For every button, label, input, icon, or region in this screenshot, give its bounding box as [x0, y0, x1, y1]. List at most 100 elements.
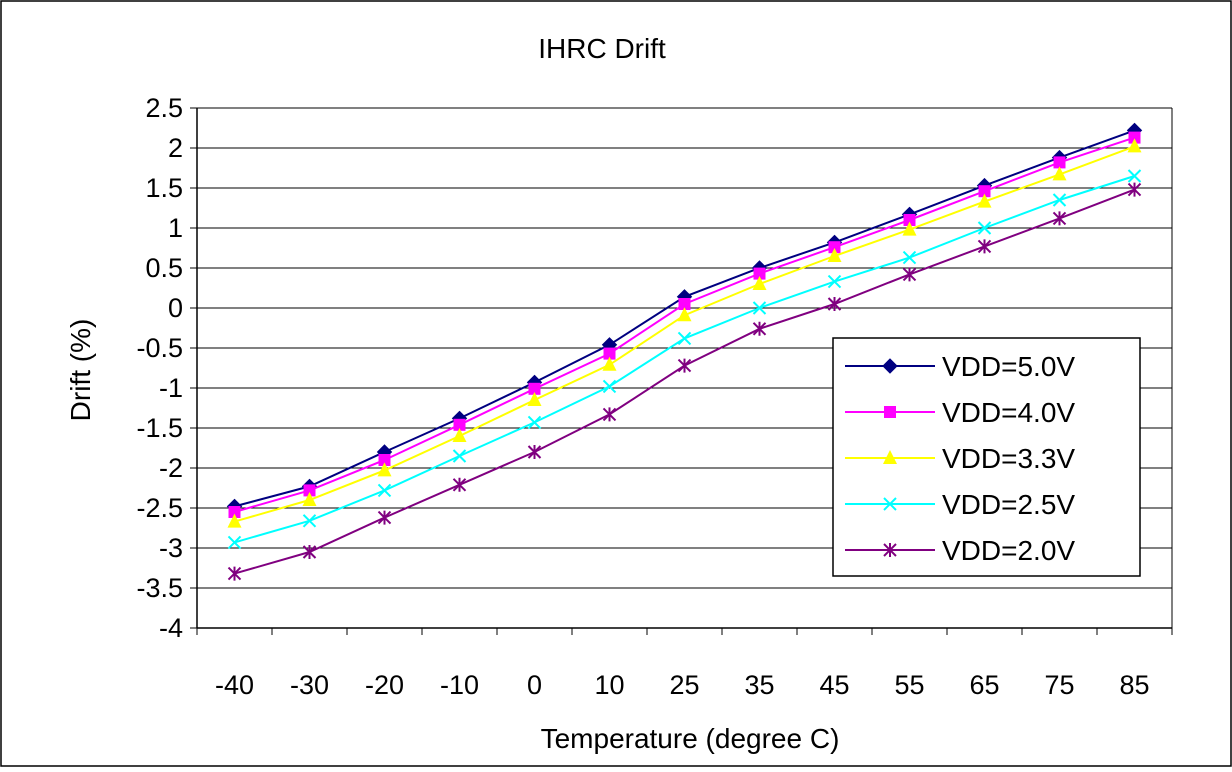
legend-label: VDD=5.0V	[942, 351, 1075, 382]
y-tick-label: -0.5	[136, 333, 183, 363]
x-tick-label: -20	[365, 670, 404, 700]
star-marker	[977, 239, 992, 254]
x-tick-label: 0	[527, 670, 542, 700]
triangle-marker	[902, 221, 917, 236]
x-marker	[752, 301, 767, 315]
series-group	[227, 138, 1142, 528]
x-tick-label: -30	[290, 670, 329, 700]
square-marker	[903, 214, 916, 226]
square-marker	[678, 298, 691, 310]
x-axis-label: Temperature (degree C)	[541, 723, 840, 754]
y-tick-label: -1.5	[136, 413, 183, 443]
x-marker	[902, 250, 917, 265]
x-marker	[677, 331, 692, 346]
triangle-marker	[302, 492, 317, 506]
square-marker	[303, 484, 316, 497]
star-marker	[302, 545, 317, 559]
legend-item: VDD=3.3V	[845, 443, 1075, 474]
star-marker	[883, 543, 897, 557]
legend-item: VDD=2.5V	[845, 489, 1075, 520]
y-axis-label: Drift (%)	[65, 319, 96, 422]
triangle-marker	[827, 248, 842, 262]
legend-item: VDD=2.0V	[845, 535, 1075, 566]
y-tick-label: -3	[159, 533, 183, 563]
y-tick-label: 1.5	[145, 173, 183, 203]
x-marker	[1052, 193, 1067, 207]
star-marker	[902, 267, 917, 282]
x-marker	[883, 497, 897, 511]
triangle-marker	[527, 392, 542, 406]
x-tick-label: 55	[894, 670, 924, 700]
star-marker	[452, 477, 467, 492]
y-tick-label: 2.5	[145, 93, 183, 123]
triangle-marker	[1127, 138, 1142, 153]
legend-label: VDD=2.0V	[942, 535, 1075, 566]
legend-item: VDD=5.0V	[845, 351, 1075, 382]
square-marker	[528, 382, 541, 395]
star-marker	[527, 445, 542, 459]
triangle-marker	[602, 356, 617, 371]
star-marker	[677, 358, 692, 373]
triangle-marker	[452, 428, 467, 442]
series-group	[227, 182, 1142, 581]
x-marker	[527, 415, 542, 430]
x-tick-label: 75	[1044, 670, 1074, 700]
y-tick-label: -4	[159, 613, 183, 643]
diamond-marker	[882, 358, 898, 374]
square-marker	[228, 506, 241, 518]
x-tick-label: 10	[594, 670, 624, 700]
square-marker	[753, 267, 766, 280]
x-tick-label: 65	[969, 670, 999, 700]
star-marker	[227, 566, 242, 581]
legend-label: VDD=4.0V	[942, 397, 1075, 428]
square-marker	[1053, 156, 1066, 169]
x-tick-label: 45	[819, 670, 849, 700]
x-marker	[377, 483, 392, 498]
legend-label: VDD=3.3V	[942, 443, 1075, 474]
chart-title: IHRC Drift	[538, 33, 666, 64]
x-marker	[1127, 169, 1142, 183]
x-tick-label: 25	[669, 670, 699, 700]
square-marker	[378, 454, 391, 466]
star-marker	[377, 510, 392, 525]
x-tick-label: -40	[215, 670, 254, 700]
square-marker	[1128, 131, 1141, 144]
y-tick-label: -1	[159, 373, 183, 403]
star-marker	[1127, 182, 1142, 197]
x-tick-label: 35	[744, 670, 774, 700]
triangle-marker	[752, 276, 767, 290]
star-marker	[1052, 211, 1067, 226]
y-tick-label: 2	[168, 133, 183, 163]
square-marker	[828, 241, 841, 254]
square-marker	[884, 406, 896, 418]
y-tick-label: -2.5	[136, 493, 183, 523]
square-marker	[453, 418, 466, 431]
axes: 2.5 2 1.5 1 0.5 0 -0.5 -1 -1.5 -2 -2.5 -3 -3.5 -4 -40 -…	[136, 93, 1173, 700]
series-layer	[226, 122, 1143, 581]
legend-label: VDD=2.5V	[942, 489, 1075, 520]
x-marker	[227, 535, 242, 550]
y-tick-label: -2	[159, 453, 183, 483]
triangle-marker	[227, 513, 242, 528]
star-marker	[602, 407, 617, 422]
x-tick-label: 85	[1119, 670, 1149, 700]
x-marker	[602, 379, 617, 394]
legend-item: VDD=4.0V	[845, 397, 1075, 428]
square-marker	[978, 185, 991, 198]
x-marker	[977, 221, 992, 235]
series-group	[227, 169, 1142, 550]
triangle-marker	[377, 462, 392, 477]
square-marker	[603, 347, 616, 360]
x-marker	[827, 274, 842, 289]
triangle-marker	[883, 450, 897, 464]
y-tick-label: 1	[168, 213, 183, 243]
x-marker	[452, 449, 467, 463]
x-tick-label: -10	[440, 670, 479, 700]
series-group	[228, 131, 1141, 518]
x-marker	[302, 514, 317, 528]
triangle-marker	[977, 193, 992, 208]
y-tick-label: 0	[168, 293, 183, 323]
triangle-marker	[1052, 166, 1067, 181]
